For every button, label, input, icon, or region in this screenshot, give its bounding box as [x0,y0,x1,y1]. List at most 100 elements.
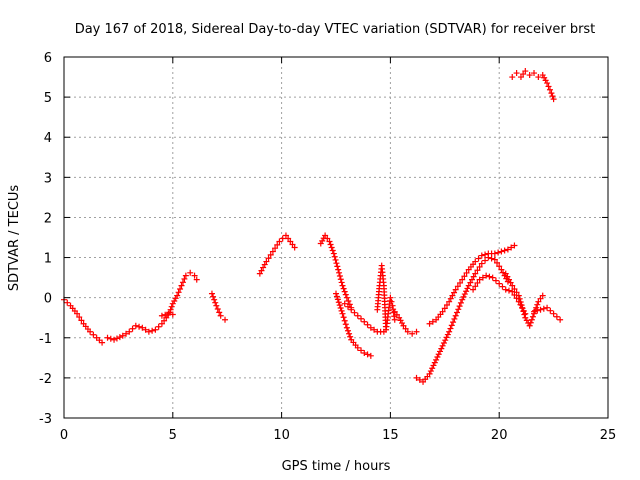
data-point [446,298,453,305]
data-point [443,334,450,341]
data-point [483,272,490,279]
data-point [416,376,423,383]
data-point [521,311,528,318]
data-point [285,235,292,242]
data-point [328,244,335,251]
data-point [367,352,374,359]
y-tick-label: -2 [39,372,52,387]
data-point [498,266,505,273]
y-tick-label: 3 [44,171,52,186]
data-point [340,285,347,292]
data-point [517,298,524,305]
data-point [289,241,296,248]
data-point [492,277,499,284]
data-point [520,71,527,78]
data-point [446,328,453,335]
data-point [119,332,126,339]
data-point [279,235,286,242]
data-point [174,292,181,299]
data-point [443,302,450,309]
data-point [545,83,552,90]
data-point [547,307,554,314]
data-point [265,255,272,262]
data-point [529,313,536,320]
data-point [451,289,458,296]
data-point [470,286,477,293]
data-point [528,316,535,323]
data-point [162,311,169,318]
x-tick-label: 20 [491,428,508,443]
data-point [139,324,146,331]
data-point [513,70,520,77]
data-point [178,282,185,289]
data-point [361,350,368,357]
data-point [527,319,534,326]
data-point [427,368,434,375]
data-point [291,244,298,251]
data-point [400,322,407,329]
data-point [441,305,448,312]
data-point [326,238,333,245]
data-point [167,306,174,313]
data-point [344,303,351,310]
data-point [511,285,518,292]
data-point [509,74,516,81]
data-point [478,252,485,259]
data-point [494,259,501,266]
data-point [64,299,71,306]
data-point [161,317,168,324]
data-point [517,74,524,81]
data-point [459,276,466,283]
data-point [214,306,221,313]
y-tick-label: -1 [39,332,52,347]
x-tick-label: 15 [382,428,399,443]
data-point [482,251,489,258]
data-point [90,331,97,338]
data-point [78,317,85,324]
data-point [453,309,460,316]
data-point [544,304,551,311]
y-tick-label: 5 [44,91,52,106]
data-point [358,347,365,354]
data-point [537,306,544,313]
data-point [486,273,493,280]
data-point [335,266,342,273]
data-point [210,293,217,300]
data-point [444,331,451,338]
data-point [455,306,462,313]
data-point [549,93,556,100]
y-tick-label: -3 [39,412,52,427]
data-point [343,324,350,331]
data-point [546,86,553,93]
data-point [342,321,349,328]
data-point [508,244,515,251]
data-point [447,325,454,332]
data-point [340,314,347,321]
data-point [338,307,345,314]
data-point [191,272,198,279]
data-point [104,334,111,341]
data-point [208,290,215,297]
data-point [450,319,457,326]
data-point [274,241,281,248]
data-point [330,250,337,257]
data-point [550,96,557,103]
data-point [282,232,289,239]
data-point [169,311,176,318]
data-point [404,328,411,335]
data-point [276,238,283,245]
data-point [474,279,481,286]
data-point [371,326,378,333]
data-point [431,359,438,366]
data-point [341,300,348,307]
data-point [337,276,344,283]
data-point [553,313,560,320]
data-point [519,305,526,312]
data-point [345,298,352,305]
data-point [351,309,358,316]
data-point [158,320,165,327]
data-point [476,263,483,270]
data-point [76,314,83,321]
data-point [535,74,542,81]
data-point [129,325,136,332]
